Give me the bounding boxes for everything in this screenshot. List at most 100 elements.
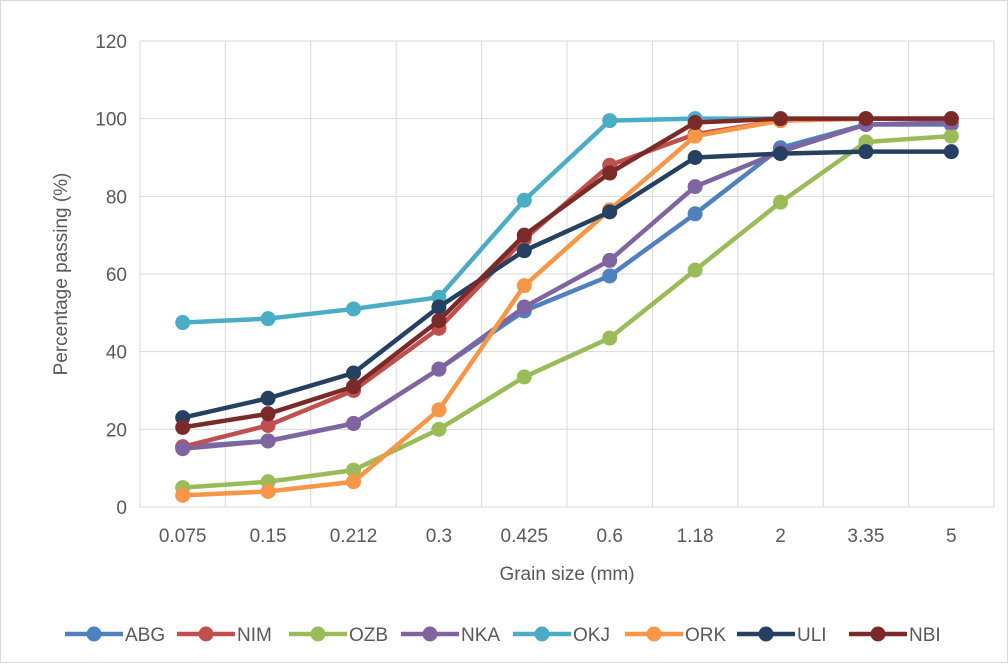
x-tick-label: 1.18 [677,526,714,547]
data-point [175,315,191,331]
data-point [602,252,618,268]
data-point [175,419,191,435]
data-point [260,417,276,433]
data-point [687,150,703,165]
y-tick-label: 100 [95,110,127,131]
data-point [687,115,703,131]
legend-label: OZB [349,625,388,646]
data-point [431,299,447,315]
x-tick-label: 2 [775,526,786,547]
x-tick-label: 0.3 [426,526,452,547]
data-point [260,311,276,327]
data-point [346,365,361,381]
data-point [602,204,618,220]
legend-label: ULI [797,625,827,646]
data-point [431,313,447,329]
legend-swatch-marker [758,626,774,642]
data-point [516,243,532,259]
y-tick-label: 120 [95,32,127,53]
data-point [773,111,788,127]
legend-swatch-marker [534,626,550,642]
data-point [260,406,276,422]
data-point [602,268,618,284]
series-line [180,133,954,490]
data-point [175,487,191,503]
data-point [516,369,532,385]
data-point [687,262,703,278]
data-point [516,192,532,208]
data-point [346,416,361,432]
legend-label: NBI [909,625,941,646]
data-point [260,483,276,499]
data-point [943,144,959,160]
data-point [516,227,532,243]
legend-label: NIM [237,625,272,646]
legend-item-abg: ABG [65,625,165,646]
y-axis-ticks: 0 20 40 60 80 100 120 [95,32,127,519]
legend-swatch-marker [310,626,326,642]
legend-swatch-marker [870,626,886,642]
series-layer [175,111,959,503]
legend-item-nim: NIM [177,625,272,646]
data-point [260,390,276,406]
x-tick-label: 5 [946,526,957,547]
series-line [180,120,954,451]
x-tick-label: 0.075 [159,526,207,547]
data-point [431,361,447,377]
y-tick-label: 0 [116,498,127,519]
x-tick-label: 3.35 [847,526,884,547]
data-point [687,179,703,195]
legend-item-ozb: OZB [289,625,388,646]
legend-item-okj: OKJ [513,625,610,646]
y-tick-label: 20 [106,420,127,441]
series-line [180,149,954,420]
data-point [175,441,191,457]
data-point [858,111,874,127]
legend-label: ORK [685,625,727,646]
series-uli [175,144,959,426]
gridlines [139,40,995,508]
data-point [773,194,788,210]
data-point [516,278,532,294]
legend-label: NKA [461,625,500,646]
data-point [260,433,276,449]
data-point [602,330,618,346]
legend-swatch-marker [86,626,102,642]
data-point [687,128,703,144]
data-point [431,402,447,418]
data-point [858,144,874,160]
y-tick-label: 40 [106,343,127,364]
legend: ABG NIM OZB NKA OKJ ORK ULI NBI [65,625,941,646]
x-tick-label: 0.212 [330,526,378,547]
legend-label: OKJ [573,625,610,646]
series-line [180,116,954,430]
x-axis-title: Grain size (mm) [499,564,634,585]
legend-swatch-marker [198,626,214,642]
data-point [346,301,361,317]
legend-swatch-marker [422,626,438,642]
legend-swatch-marker [646,626,662,642]
y-axis-title: Percentage passing (%) [51,173,72,376]
legend-item-nka: NKA [401,625,500,646]
data-point [346,462,361,478]
legend-item-ork: ORK [625,625,727,646]
x-tick-label: 0.425 [501,526,549,547]
y-tick-label: 60 [106,265,127,286]
data-point [516,299,532,315]
x-tick-label: 0.15 [250,526,287,547]
series-ozb [175,128,959,496]
x-axis-ticks: 0.075 0.15 0.212 0.3 0.425 0.6 1.18 2 3.35 5 [159,526,957,547]
data-point [346,474,361,490]
data-point [943,111,959,127]
x-tick-label: 0.6 [596,526,622,547]
data-point [346,379,361,395]
legend-item-nbi: NBI [849,625,941,646]
legend-item-uli: ULI [737,625,827,646]
data-point [602,165,618,181]
data-point [773,146,788,162]
data-point [602,113,618,129]
data-point [431,421,447,437]
y-tick-label: 80 [106,187,127,208]
